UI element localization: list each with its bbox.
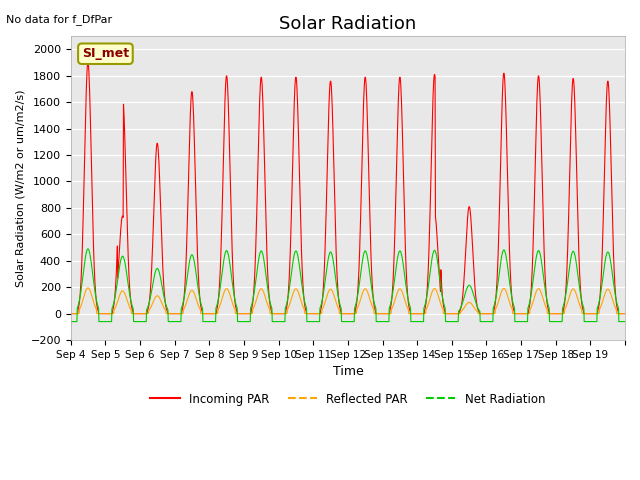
Title: Solar Radiation: Solar Radiation (279, 15, 417, 33)
Text: No data for f_DfPar: No data for f_DfPar (6, 14, 113, 25)
Y-axis label: Solar Radiation (W/m2 or um/m2/s): Solar Radiation (W/m2 or um/m2/s) (15, 89, 25, 287)
Text: SI_met: SI_met (82, 47, 129, 60)
Legend: Incoming PAR, Reflected PAR, Net Radiation: Incoming PAR, Reflected PAR, Net Radiati… (146, 388, 550, 410)
X-axis label: Time: Time (333, 365, 364, 378)
